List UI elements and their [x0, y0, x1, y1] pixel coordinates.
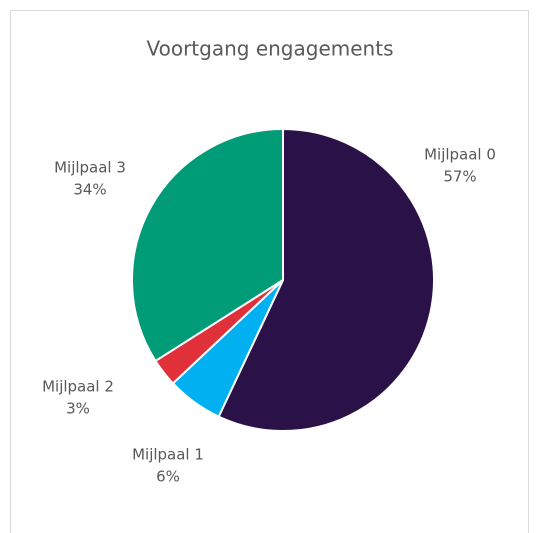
- slice-label: Mijlpaal 3: [54, 159, 126, 177]
- pie-slice: [217, 127, 435, 432]
- pie-slice: [131, 127, 284, 363]
- slice-label: Mijlpaal 2: [42, 378, 114, 396]
- slice-value-label: 34%: [73, 181, 106, 199]
- slice-value-label: 3%: [66, 400, 90, 418]
- slice-value-label: 6%: [156, 468, 180, 486]
- chart-title: Voortgang engagements: [146, 37, 393, 61]
- slice-label: Mijlpaal 1: [132, 446, 204, 464]
- slice-label: Mijlpaal 0: [424, 146, 496, 164]
- slice-value-label: 57%: [443, 168, 476, 186]
